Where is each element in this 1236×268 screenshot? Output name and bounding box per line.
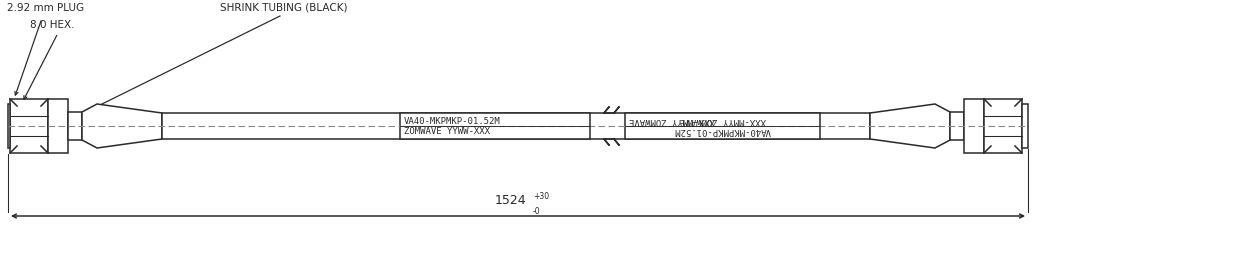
- Polygon shape: [68, 112, 82, 140]
- Polygon shape: [1022, 104, 1028, 148]
- FancyBboxPatch shape: [400, 113, 590, 139]
- Text: VA40-MKPMKP-01.52M: VA40-MKPMKP-01.52M: [674, 126, 771, 136]
- Text: 2.92 mm PLUG: 2.92 mm PLUG: [7, 3, 84, 13]
- Polygon shape: [870, 104, 950, 148]
- Polygon shape: [48, 99, 68, 153]
- Text: XXX-MMYY ZOMWAVE: XXX-MMYY ZOMWAVE: [629, 117, 714, 125]
- Text: ZOMWAVE YYWW-XXX: ZOMWAVE YYWW-XXX: [404, 126, 489, 136]
- Polygon shape: [950, 112, 964, 140]
- Text: XXX-MMYY ZOMWAVE: XXX-MMYY ZOMWAVE: [680, 117, 765, 125]
- Polygon shape: [964, 99, 984, 153]
- Text: 8.0 HEX.: 8.0 HEX.: [30, 20, 74, 30]
- Polygon shape: [82, 104, 162, 148]
- Polygon shape: [7, 104, 10, 148]
- Text: VA40-MKPMKP-01.52M: VA40-MKPMKP-01.52M: [404, 117, 501, 125]
- Polygon shape: [10, 99, 48, 153]
- Text: +30: +30: [533, 192, 549, 201]
- FancyBboxPatch shape: [625, 113, 819, 139]
- FancyBboxPatch shape: [162, 113, 870, 139]
- Polygon shape: [984, 99, 1022, 153]
- Text: 1524: 1524: [494, 194, 525, 207]
- Text: -0: -0: [533, 207, 540, 216]
- Text: SHRINK TUBING (BLACK): SHRINK TUBING (BLACK): [220, 3, 347, 13]
